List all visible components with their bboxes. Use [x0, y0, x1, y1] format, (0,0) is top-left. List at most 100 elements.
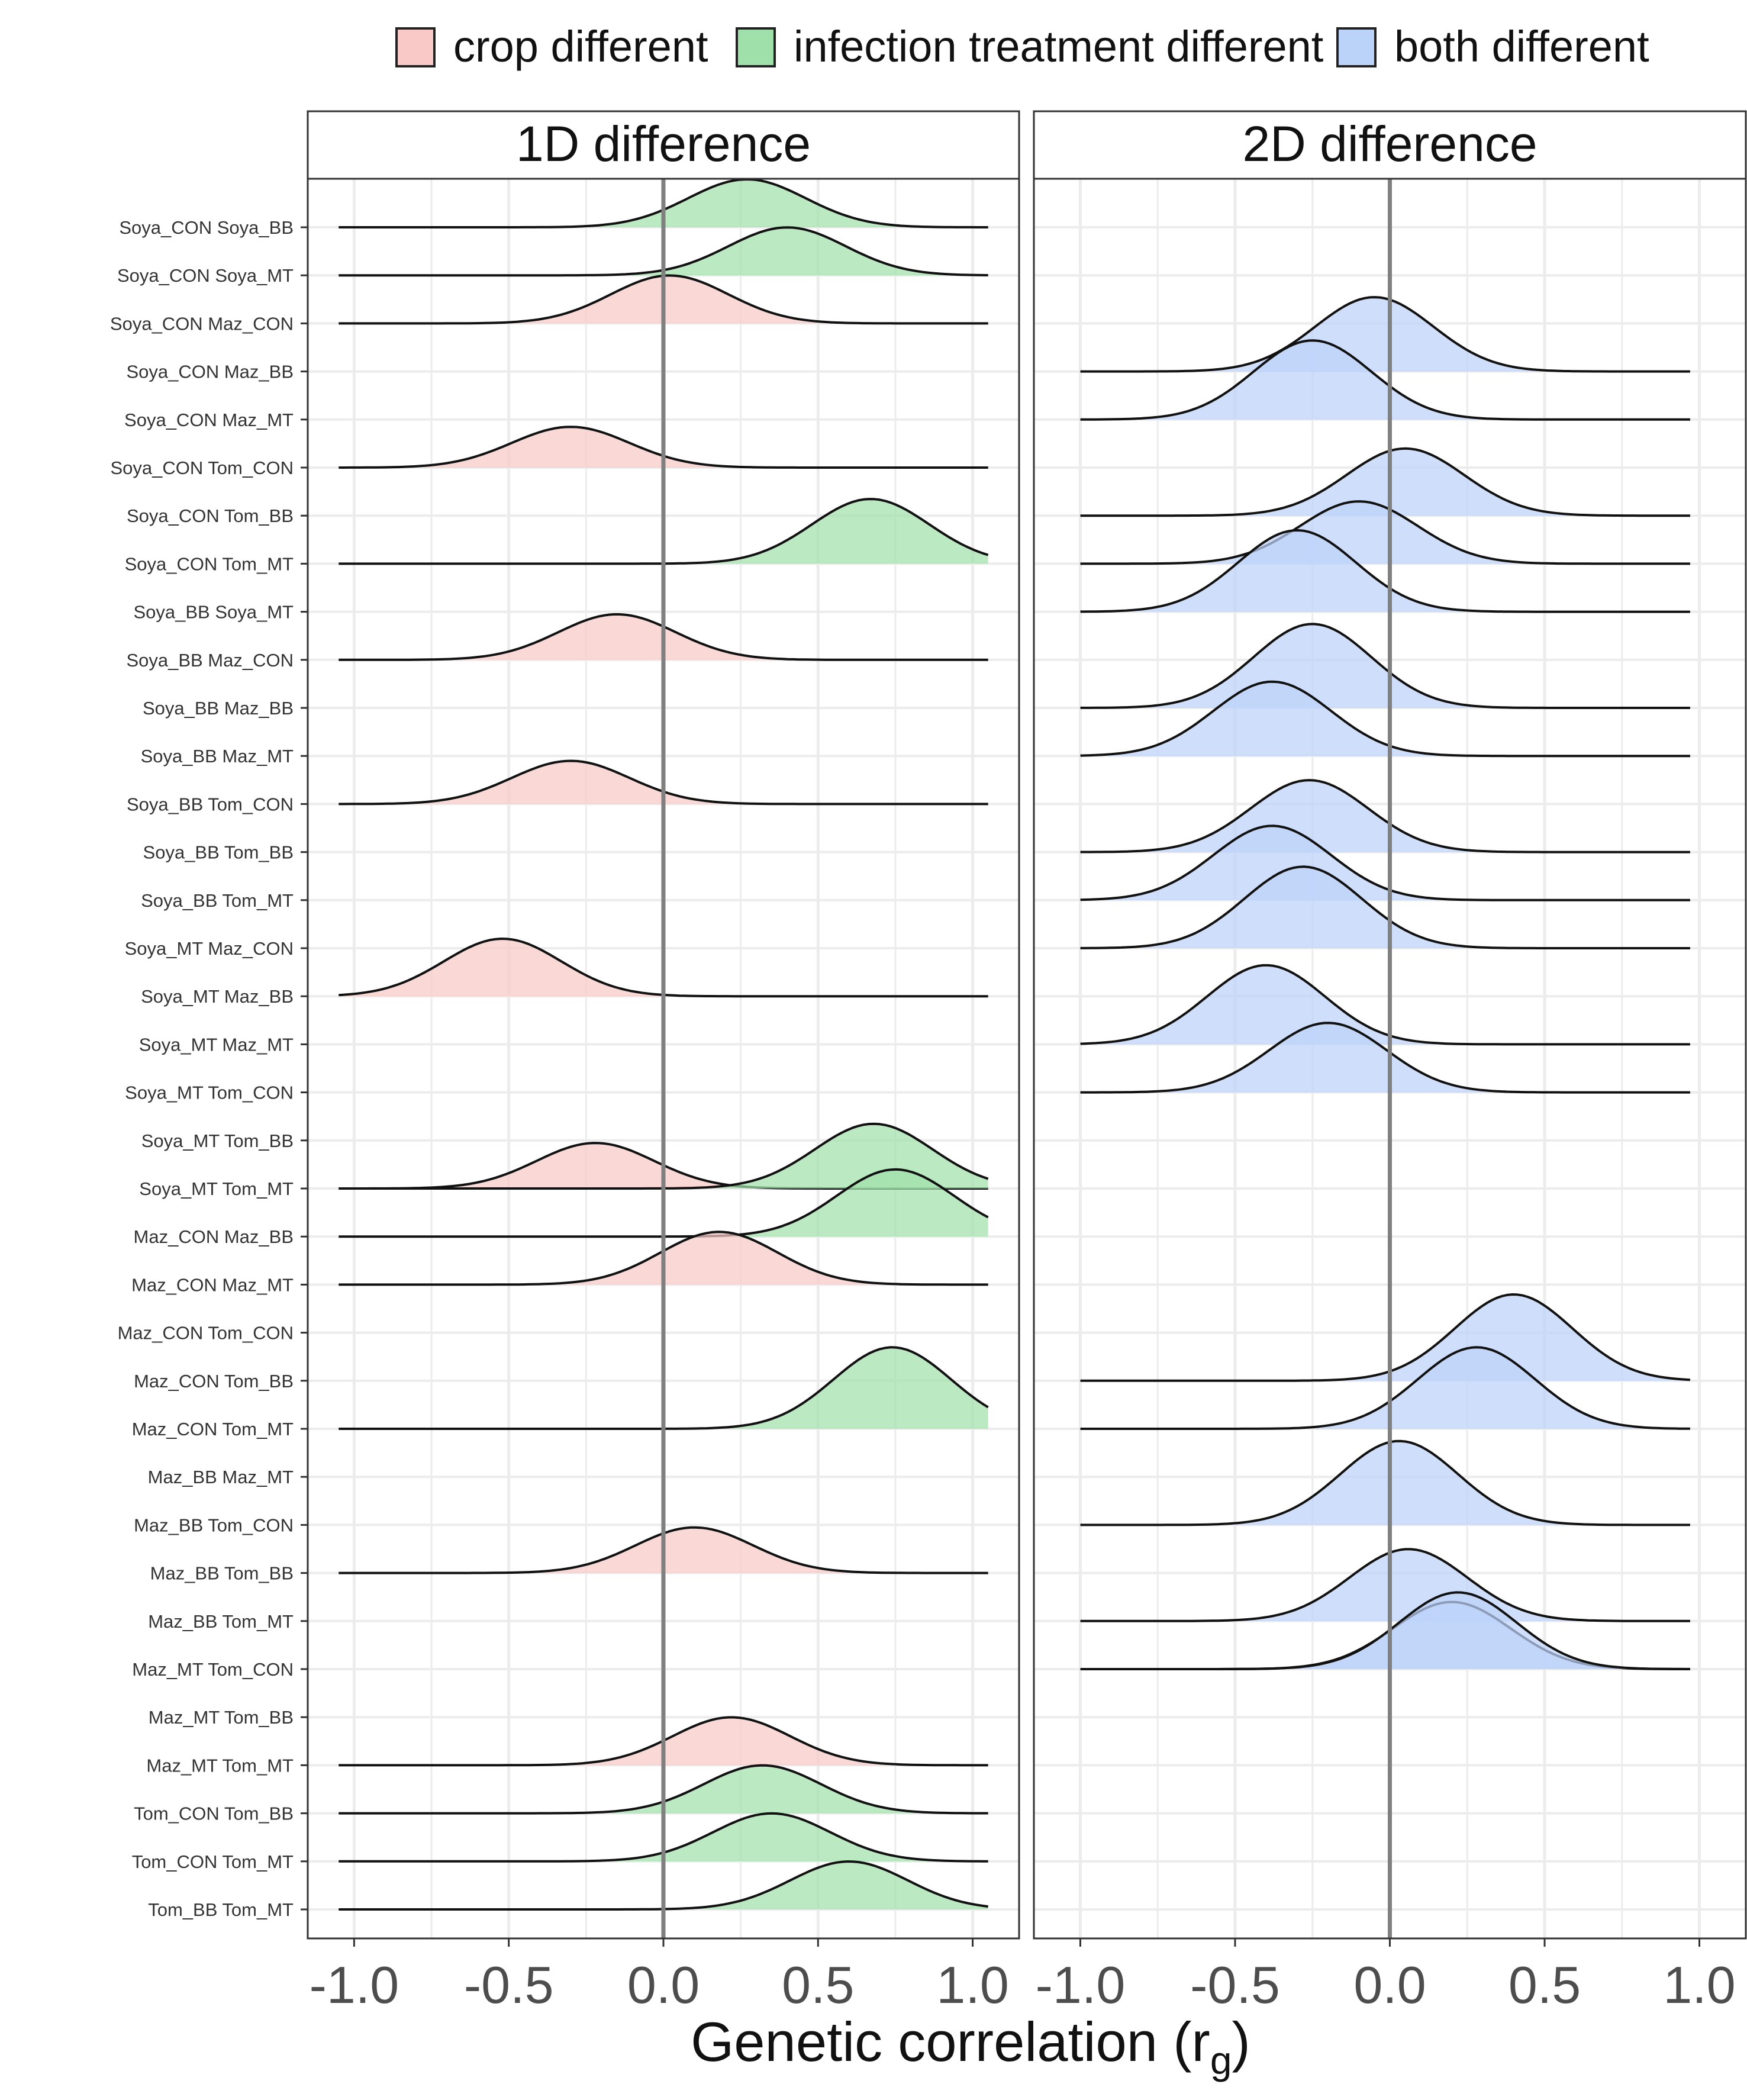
ridge-both [1080, 529, 1690, 613]
x-axis-title-main: Genetic correlation (r [691, 2011, 1210, 2073]
ridge-outline [1080, 1346, 1690, 1430]
ridge-fill [339, 1123, 988, 1189]
ridge-fill [1080, 1294, 1690, 1381]
ridge-both [1080, 1439, 1690, 1526]
legend-label-infection: infection treatment different [794, 22, 1324, 71]
legend-label-both: both different [1394, 22, 1649, 71]
x-tick-label: 1.0 [936, 1956, 1008, 2014]
ridge-fill [339, 939, 988, 997]
y-tick-label: Soya_BB Tom_BB [143, 842, 294, 863]
ridge-fill [1080, 448, 1690, 516]
y-tick-label: Maz_BB Maz_MT [148, 1467, 294, 1487]
ridge-outline [1080, 1439, 1690, 1526]
ridge-fill [339, 427, 988, 468]
ridge-both [1080, 339, 1690, 421]
panel-strip [1033, 110, 1747, 180]
y-tick-label: Maz_BB Tom_BB [150, 1563, 294, 1584]
legend-key-crop [395, 27, 436, 67]
ridge-outline [1080, 865, 1690, 949]
y-tick-label: Tom_CON Tom_MT [132, 1851, 294, 1872]
ridge-fill [339, 227, 988, 276]
y-tick-label: Maz_CON Maz_BB [134, 1226, 294, 1247]
ridge-fill [339, 179, 988, 227]
y-tick-label: Soya_BB Tom_CON [127, 794, 294, 814]
y-tick-label: Tom_CON Tom_BB [134, 1803, 294, 1824]
ridge-both [1080, 964, 1690, 1046]
y-tick-label: Tom_BB Tom_MT [148, 1899, 294, 1920]
ridge-fill [1080, 780, 1690, 852]
y-tick-label: Soya_CON Tom_CON [110, 458, 294, 478]
x-axis: -1.0 -0.5 0.0 0.5 1.0 -1.0 -0.5 0.0 0.5 1.0 [310, 1938, 1736, 2014]
y-tick-label: Maz_CON Maz_MT [131, 1274, 294, 1295]
y-tick-label: Maz_MT Tom_CON [132, 1659, 294, 1680]
legend-key-infection [736, 27, 776, 67]
ridge-both [1080, 1591, 1690, 1670]
legend-label-crop: crop different [453, 22, 708, 71]
y-tick-label: Soya_BB Tom_MT [141, 890, 294, 911]
ridge-fill [1080, 1549, 1690, 1621]
ridge-both [1080, 500, 1690, 565]
y-tick-label: Maz_BB Tom_MT [148, 1611, 294, 1632]
ridge-both [1080, 779, 1690, 853]
x-tick-label: -0.5 [1190, 1956, 1280, 2014]
ridge-fill [1080, 624, 1690, 708]
y-tick-label: Soya_BB Maz_BB [143, 698, 294, 719]
ridge-outline [1080, 447, 1690, 517]
ridge-fill [1080, 1347, 1690, 1429]
ridge-fill [1080, 1592, 1690, 1669]
ridge-outline [1080, 824, 1690, 901]
x-tick-label: -1.0 [310, 1956, 399, 2014]
ridge-fill [1080, 826, 1690, 900]
ridge-outline [1080, 779, 1690, 853]
y-tick-label: Soya_MT Maz_MT [139, 1034, 294, 1055]
ridge-outline [1080, 529, 1690, 613]
ridge-both [1080, 296, 1690, 373]
ridge-fill [339, 761, 988, 804]
y-tick-label: Maz_MT Tom_BB [149, 1707, 294, 1728]
y-tick-label: Soya_CON Soya_BB [119, 217, 294, 238]
legend-key-both [1336, 27, 1377, 67]
y-tick-label: Soya_MT Maz_BB [141, 986, 294, 1007]
ridge-both [1080, 1022, 1690, 1094]
y-tick-label: Soya_CON Maz_BB [126, 362, 294, 382]
ridge-outline [1080, 296, 1690, 373]
x-axis-title: Genetic correlation (rg) [691, 2011, 1250, 2082]
ridge-both [1080, 447, 1690, 517]
ridge-outline [1080, 1293, 1691, 1382]
panel-title: 1D difference [516, 116, 811, 172]
ridge-both [1080, 1548, 1690, 1622]
ridge-outline [1080, 1591, 1690, 1670]
ridge-fill [1080, 297, 1690, 372]
ridge-fill [1080, 965, 1690, 1045]
y-tick-label: Soya_CON Tom_MT [125, 553, 294, 574]
y-tick-label: Maz_MT Tom_MT [146, 1755, 294, 1776]
legend: crop different infection treatment differ… [395, 22, 1649, 71]
x-tick-label: -1.0 [1036, 1956, 1126, 2014]
legend-item-infection: infection treatment different [736, 22, 1324, 71]
grid-vertical [352, 179, 975, 1938]
ridge-outline [1080, 1022, 1690, 1094]
y-tick-label: Soya_MT Maz_CON [125, 938, 294, 959]
x-tick-label: 0.0 [627, 1956, 700, 2014]
y-tick-label: Soya_MT Tom_MT [139, 1178, 294, 1199]
y-tick-label: Soya_BB Maz_MT [141, 746, 294, 766]
ridge-both [1080, 824, 1690, 901]
ridge-fill [339, 1765, 988, 1814]
x-tick-label: 0.5 [1509, 1956, 1581, 2014]
y-tick-label: Soya_BB Soya_MT [133, 602, 294, 623]
y-tick-label: Soya_CON Tom_BB [127, 505, 294, 526]
ridge-outline [1080, 339, 1690, 421]
ridge-fill [1080, 867, 1690, 948]
y-tick-label: Soya_CON Soya_MT [117, 265, 294, 286]
y-tick-label: Soya_BB Maz_CON [126, 650, 294, 671]
ridges [339, 178, 1691, 1911]
y-tick-label: Soya_MT Tom_BB [141, 1130, 294, 1151]
x-tick-label: 0.0 [1353, 1956, 1426, 2014]
ridge-both [1080, 865, 1690, 949]
ridge-fill [339, 1169, 988, 1237]
ridge-fill [1080, 501, 1690, 564]
ridge-fill [1080, 681, 1690, 756]
x-tick-label: 0.5 [782, 1956, 854, 2014]
